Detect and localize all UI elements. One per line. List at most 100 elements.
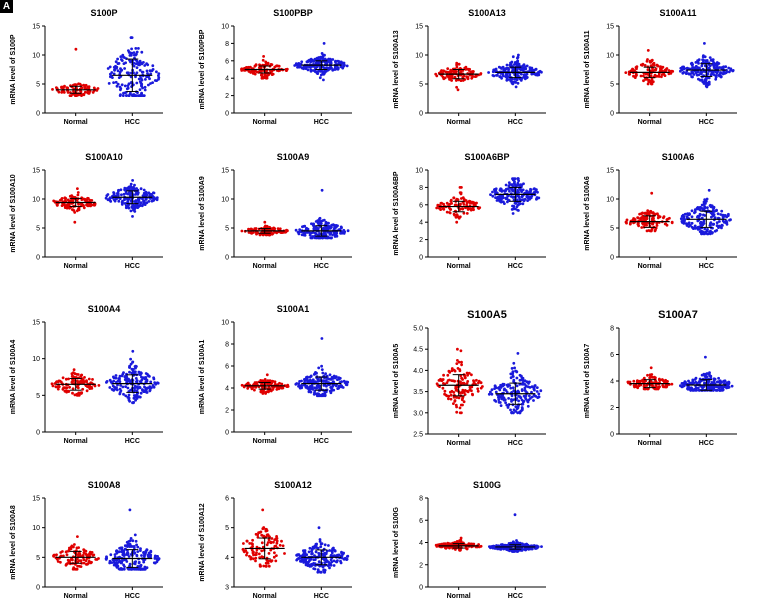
data-point	[273, 538, 277, 542]
data-point	[325, 62, 328, 66]
data-point	[140, 375, 143, 379]
data-point	[121, 373, 125, 376]
data-point	[146, 374, 150, 377]
data-point	[730, 384, 734, 388]
data-point	[459, 403, 463, 407]
data-point	[461, 79, 465, 82]
data-point	[76, 535, 79, 538]
data-point	[708, 64, 712, 67]
data-point	[322, 42, 326, 45]
data-point	[262, 564, 266, 568]
data-point	[510, 60, 514, 64]
data-point	[55, 557, 59, 561]
data-point	[506, 406, 510, 409]
data-point	[249, 557, 253, 561]
y-tick-label: 5	[36, 226, 40, 233]
series-normal	[434, 61, 483, 92]
data-point	[138, 68, 142, 72]
data-point	[134, 62, 138, 66]
data-point	[64, 197, 67, 201]
data-point	[128, 364, 132, 368]
data-point	[115, 84, 119, 88]
data-point	[663, 68, 667, 72]
data-point	[510, 208, 514, 211]
data-point	[462, 400, 466, 404]
data-point	[116, 192, 119, 195]
data-point	[718, 385, 722, 389]
category-label-hcc: HCC	[314, 119, 329, 126]
data-point	[120, 203, 124, 206]
data-point	[693, 388, 697, 391]
data-point	[498, 388, 502, 392]
data-point	[690, 209, 694, 213]
data-point	[521, 194, 524, 198]
data-point	[126, 553, 129, 556]
data-point	[512, 198, 516, 202]
data-point	[497, 398, 501, 401]
chart-title: S100A1	[277, 304, 310, 314]
data-point	[256, 533, 260, 537]
data-point	[696, 219, 700, 223]
data-point	[534, 68, 538, 71]
data-point	[504, 187, 508, 191]
data-point	[468, 199, 471, 203]
y-tick-label: 4	[419, 540, 423, 547]
data-point	[112, 81, 115, 84]
y-tick-label: 15	[606, 24, 614, 31]
data-point	[117, 378, 121, 382]
data-point	[446, 542, 450, 545]
data-point	[114, 60, 118, 64]
data-point	[152, 377, 156, 381]
data-point	[454, 403, 458, 407]
data-point	[698, 205, 702, 209]
data-point	[117, 199, 121, 203]
data-point	[454, 79, 458, 82]
category-label-normal: Normal	[253, 438, 277, 445]
data-point	[518, 541, 522, 545]
data-point	[263, 75, 267, 79]
data-point	[71, 208, 75, 212]
data-point	[115, 388, 119, 392]
data-point	[328, 57, 332, 61]
data-point	[66, 198, 70, 202]
data-point	[60, 204, 64, 208]
data-point	[457, 62, 461, 66]
data-point	[635, 380, 639, 384]
data-point	[116, 69, 120, 73]
data-point	[462, 211, 466, 215]
y-tick-label: 10	[32, 525, 40, 532]
data-point	[133, 562, 137, 566]
data-point	[644, 387, 647, 391]
data-point	[709, 221, 713, 225]
data-point	[116, 82, 120, 86]
data-point	[512, 378, 516, 382]
data-point	[76, 393, 80, 396]
y-axis-label: mRNA level of S100A6BP	[393, 171, 400, 255]
data-point	[715, 221, 719, 225]
data-point	[133, 183, 136, 187]
data-point	[318, 217, 321, 221]
data-point	[724, 219, 728, 223]
chart-title: S100A12	[274, 480, 312, 490]
data-point	[525, 380, 529, 384]
data-point	[321, 371, 325, 375]
data-point	[331, 547, 334, 551]
data-point	[727, 385, 731, 389]
data-point	[322, 570, 326, 574]
data-point	[463, 375, 467, 378]
data-point	[491, 190, 494, 194]
data-point	[60, 197, 64, 200]
data-point	[449, 199, 453, 203]
data-point	[668, 216, 671, 220]
data-point	[81, 387, 85, 391]
data-point	[140, 70, 144, 74]
data-point	[458, 186, 462, 189]
data-point	[489, 193, 492, 197]
data-point	[694, 61, 698, 64]
data-point	[140, 62, 144, 66]
data-point	[126, 386, 130, 390]
data-point	[306, 68, 310, 72]
chart-title: S100A8	[88, 480, 121, 490]
data-point	[268, 535, 271, 539]
